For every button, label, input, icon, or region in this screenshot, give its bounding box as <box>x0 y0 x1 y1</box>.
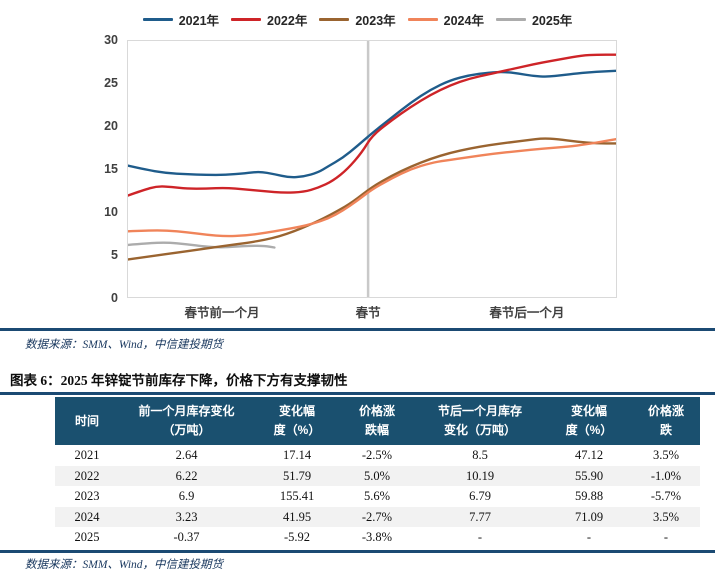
y-axis-tick-30: 30 <box>104 33 118 47</box>
column-header-3: 价格涨 跌幅 <box>340 397 414 445</box>
legend-item-2021: 2021年 <box>142 10 220 29</box>
x-axis-label: 春节前一个月 <box>184 306 260 320</box>
table-cell: 8.5 <box>472 448 488 462</box>
table-cell: -2.7% <box>361 509 393 524</box>
column-header-5: 变化幅 度（%） <box>546 397 632 445</box>
table-body: 2021 2.64 17.14 -2.5% 8.5 47.12 3.5% 2022 6.22 51… <box>55 445 700 548</box>
plot-area <box>127 40 617 298</box>
column-header-4: 节后一个月库存 变化（万吨） <box>414 397 546 445</box>
legend-label: 2024年 <box>443 14 484 28</box>
table-cell: 6.79 <box>469 489 491 503</box>
table-cell: -1.0% <box>650 468 682 483</box>
legend-line-swatch-icon <box>407 18 438 21</box>
table-cell: 41.95 <box>282 509 312 524</box>
table-cell: - <box>586 530 592 544</box>
data-table: 时间 前一个月库存变化 （万吨） 变化幅 度（%） 价格涨 跌幅 节后一个月库存 变化（万吨）变… <box>55 397 700 548</box>
divider-rule-bottom <box>0 550 715 553</box>
y-axis-tick-15: 15 <box>104 162 118 176</box>
table-cell: 3.23 <box>175 509 198 524</box>
table-cell: 2021 <box>74 448 100 462</box>
table-row-2024: 2024 3.23 41.95 -2.7% 7.77 71.09 3.5% <box>55 506 700 527</box>
table-cell: 71.09 <box>574 509 604 524</box>
table-cell: 5.6% <box>363 489 391 503</box>
source-note-bottom: 数据来源：SMM、Wind，中信建投期货 <box>25 559 224 571</box>
table-cell: 2.64 <box>175 448 198 462</box>
legend-line-swatch-icon <box>142 18 173 21</box>
column-header-2: 变化幅 度（%） <box>254 397 340 445</box>
column-header-1: 前一个月库存变化 （万吨） <box>119 397 254 445</box>
y-axis-tick-0: 0 <box>111 291 118 305</box>
legend-item-2024: 2024年 <box>407 10 484 29</box>
table-cell: 10.19 <box>465 468 495 483</box>
series-line-2025 <box>128 241 276 249</box>
legend-item-2023: 2023年 <box>319 10 396 29</box>
legend-line-swatch-icon <box>495 18 526 21</box>
table-row-2025: 2025 -0.37 -5.92 -3.8% - - - <box>55 527 700 548</box>
series-line-2022 <box>128 53 616 197</box>
series-line-2023 <box>128 137 616 261</box>
table-row-2021: 2021 2.64 17.14 -2.5% 8.5 47.12 3.5% <box>55 445 700 466</box>
table-row-2023: 2023 6.9 155.41 5.6% 6.79 59.88 -5.7% <box>55 486 700 507</box>
table-cell: 3.5% <box>652 448 680 462</box>
divider-rule-middle <box>0 392 715 395</box>
line-chart <box>128 41 616 297</box>
y-axis-tick-10: 10 <box>104 205 118 219</box>
legend-line-swatch-icon <box>231 18 262 21</box>
legend-label: 2023年 <box>355 14 396 28</box>
series-line-2024 <box>128 137 616 238</box>
table-cell: - <box>663 530 669 544</box>
column-header-6: 价格涨跌 <box>632 397 700 445</box>
table-cell: -5.92 <box>283 530 311 544</box>
legend-item-2022: 2022年 <box>231 10 307 29</box>
table-cell: -5.7% <box>650 489 682 503</box>
table-cell: 2025 <box>74 530 100 544</box>
column-header-0: 时间 <box>55 397 119 445</box>
table-cell: 3.5% <box>652 509 680 524</box>
y-axis-tick-5: 5 <box>111 248 118 262</box>
table-cell: 6.9 <box>178 489 195 503</box>
table-cell: 59.88 <box>574 489 604 503</box>
table-cell: 47.12 <box>574 448 604 462</box>
chart-legend: 2021年 2022年 2023年 2024年 2025年 <box>0 10 715 29</box>
table-cell: 155.41 <box>279 489 315 503</box>
table-cell: 55.90 <box>574 468 604 483</box>
legend-line-swatch-icon <box>319 18 350 21</box>
table-cell: -2.5% <box>361 448 393 462</box>
x-axis-label: 春节后一个月 <box>489 306 565 320</box>
divider-rule-top <box>0 328 715 331</box>
y-axis-tick-25: 25 <box>104 76 118 90</box>
table-cell: 2023 <box>74 489 100 503</box>
legend-label: 2021年 <box>178 14 220 28</box>
table-cell: 2024 <box>74 509 100 524</box>
x-axis-label: 春节 <box>355 306 381 320</box>
y-axis-tick-20: 20 <box>104 119 118 133</box>
table-cell: 6.22 <box>175 468 198 483</box>
series-line-2021 <box>128 69 616 179</box>
table-cell: -0.37 <box>173 530 200 544</box>
table-cell: 17.14 <box>282 448 312 462</box>
table-header-row: 时间 前一个月库存变化 （万吨） 变化幅 度（%） 价格涨 跌幅 节后一个月库存 变化（万吨）变… <box>55 397 700 445</box>
table-cell: 5.0% <box>363 468 391 483</box>
table-cell: 7.77 <box>469 509 491 524</box>
table-cell: -3.8% <box>361 530 393 544</box>
table-cell: 2022 <box>74 468 100 483</box>
table-cell: 51.79 <box>282 468 312 483</box>
legend-label: 2022年 <box>267 14 308 28</box>
figure-caption: 图表 6：2025 年锌锭节前库存下降，价格下方有支撑韧性 <box>10 373 348 388</box>
table-row-2022: 2022 6.22 51.79 5.0% 10.19 55.90 -1.0% <box>55 465 700 486</box>
table-header: 时间 前一个月库存变化 （万吨） 变化幅 度（%） 价格涨 跌幅 节后一个月库存 变化（万吨）变… <box>55 397 700 445</box>
table-cell: - <box>477 530 483 544</box>
source-note-top: 数据来源：SMM、Wind，中信建投期货 <box>25 339 224 351</box>
legend-label: 2025年 <box>531 14 573 28</box>
legend-item-2025: 2025年 <box>495 10 573 29</box>
